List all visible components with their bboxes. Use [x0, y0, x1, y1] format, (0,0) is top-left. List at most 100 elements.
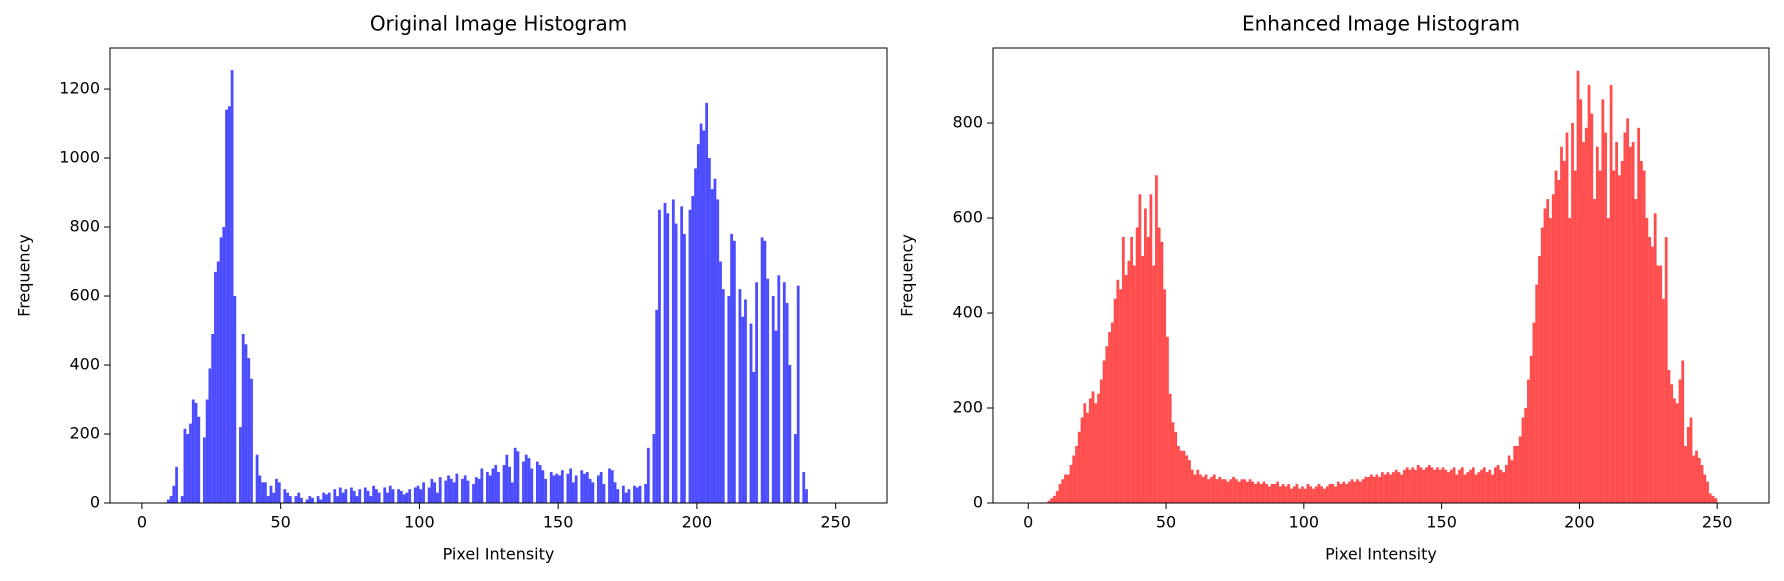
bar	[766, 278, 770, 503]
bar	[300, 497, 303, 503]
bar	[1243, 479, 1246, 503]
bar	[508, 466, 511, 503]
bar	[794, 434, 797, 503]
bar	[1590, 113, 1594, 504]
bar	[327, 492, 331, 503]
bar	[522, 461, 525, 503]
bar	[1662, 298, 1665, 503]
bar	[716, 199, 720, 503]
bar	[680, 206, 684, 503]
bar	[1549, 218, 1552, 503]
bar	[1576, 70, 1580, 504]
bar	[727, 296, 731, 503]
bar	[438, 477, 442, 503]
bar	[538, 465, 542, 503]
bar	[1375, 474, 1379, 503]
bar	[1053, 495, 1056, 503]
y-tick-label: 800	[69, 217, 100, 236]
bar	[1279, 486, 1282, 503]
bar	[652, 434, 656, 503]
bar	[583, 473, 586, 503]
bar	[552, 475, 556, 503]
bar	[599, 471, 603, 503]
bar	[338, 487, 342, 503]
bar	[486, 471, 489, 503]
bar	[1171, 422, 1175, 503]
bar	[1196, 469, 1200, 503]
bar	[1411, 467, 1415, 503]
bar	[513, 447, 517, 503]
bar	[708, 158, 711, 504]
chart-title: Enhanced Image Histogram	[1242, 12, 1520, 36]
bar	[1507, 455, 1511, 503]
bar	[752, 371, 756, 503]
bar	[1193, 474, 1197, 503]
bar	[1229, 479, 1233, 503]
bar	[1521, 417, 1525, 503]
bar	[266, 496, 270, 503]
bar	[569, 468, 573, 503]
bar	[688, 209, 692, 503]
bar	[1314, 486, 1318, 503]
bar	[1673, 398, 1676, 503]
x-tick-label: 200	[682, 513, 713, 532]
bar	[1436, 467, 1439, 503]
bar	[1152, 265, 1156, 503]
bar	[455, 473, 459, 503]
bar	[1397, 472, 1401, 503]
y-tick-label: 600	[69, 286, 100, 305]
y-axis-label: Frequency	[15, 234, 34, 317]
bar	[627, 489, 631, 503]
bar	[1099, 379, 1103, 503]
bar	[297, 492, 301, 503]
x-axis-label: Pixel Intensity	[443, 545, 555, 564]
bar	[1174, 431, 1178, 503]
bar	[377, 492, 381, 503]
x-tick-label: 50	[270, 513, 290, 532]
bar	[1378, 476, 1381, 503]
bar	[624, 492, 628, 503]
bar	[530, 468, 534, 503]
bar	[1383, 474, 1387, 503]
bar	[1135, 227, 1139, 503]
bar	[580, 470, 584, 503]
bar	[288, 496, 292, 503]
bar	[227, 106, 231, 504]
bar	[1499, 469, 1503, 503]
bar	[655, 309, 659, 503]
bar	[1086, 412, 1089, 503]
bar	[172, 485, 176, 503]
bar	[1430, 467, 1434, 503]
bar	[1124, 275, 1128, 503]
bar	[1493, 467, 1497, 503]
bar	[1427, 465, 1431, 503]
bar	[272, 492, 276, 503]
bar	[1237, 481, 1241, 503]
y-tick-label: 800	[952, 113, 983, 132]
bar	[402, 494, 406, 503]
bar	[1640, 161, 1643, 503]
bar	[1579, 99, 1583, 503]
bar	[194, 402, 198, 503]
bar	[1405, 467, 1409, 503]
bar	[1276, 481, 1280, 503]
bar	[1166, 336, 1169, 503]
bar	[1460, 467, 1464, 503]
bar	[1179, 450, 1183, 503]
bar	[744, 299, 747, 503]
bar	[366, 490, 370, 503]
bar	[710, 189, 714, 503]
x-tick-label: 100	[404, 513, 435, 532]
bar	[219, 237, 223, 503]
bar	[1364, 476, 1368, 503]
bar	[408, 489, 412, 503]
bar	[760, 237, 764, 503]
bar	[777, 275, 781, 503]
bar	[494, 465, 498, 503]
bar	[1251, 481, 1255, 503]
bar	[788, 365, 792, 503]
y-tick-label: 1200	[59, 79, 100, 98]
bar	[755, 282, 758, 503]
bar	[1623, 132, 1627, 503]
